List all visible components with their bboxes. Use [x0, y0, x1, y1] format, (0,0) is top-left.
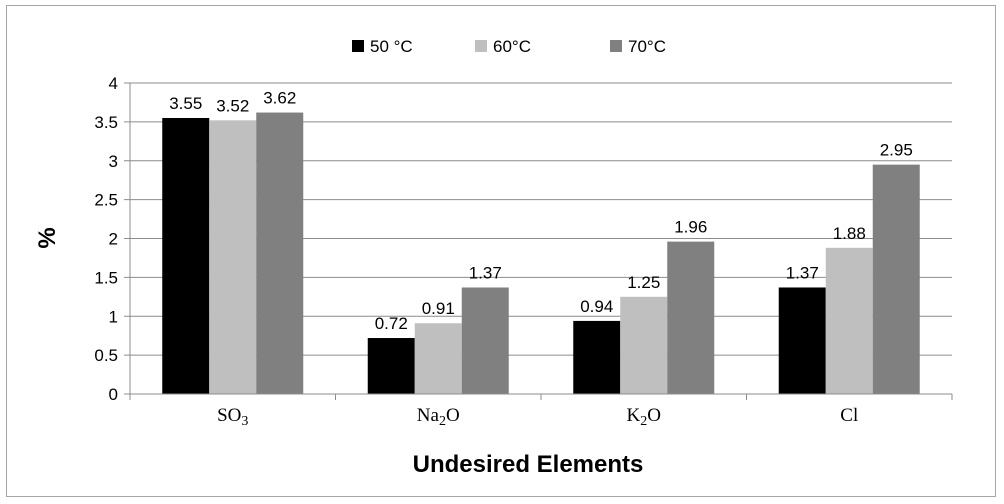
- x-tick-label: SO3: [217, 405, 248, 429]
- y-axis-title: %: [34, 227, 61, 248]
- bar: [209, 120, 257, 394]
- bars: [162, 112, 920, 395]
- bar: [872, 164, 920, 394]
- y-tick-label: 0.5: [94, 346, 118, 365]
- bar: [778, 287, 826, 394]
- x-tick-label: Cl: [840, 405, 858, 426]
- bar: [367, 338, 415, 394]
- axes: 0 0.5 1 1.5 2 2.5 3 3.5 4 SO3 Na2O K2O Cl: [94, 74, 953, 429]
- bar: [414, 323, 462, 394]
- data-label: 1.25: [627, 273, 660, 292]
- y-tick-label: 1: [109, 307, 118, 326]
- data-label: 0.94: [580, 297, 613, 316]
- data-label: 1.37: [469, 263, 502, 282]
- data-label: 0.72: [375, 314, 408, 333]
- bar: [256, 112, 304, 395]
- x-axis-title: Undesired Elements: [413, 451, 644, 478]
- bar: [573, 320, 621, 394]
- data-label: 1.37: [786, 263, 819, 282]
- legend-swatch: [352, 40, 364, 52]
- y-tick-label: 0: [109, 385, 118, 404]
- bar: [162, 117, 210, 395]
- y-tick-label: 2.5: [94, 191, 118, 210]
- data-label: 3.55: [169, 94, 202, 113]
- data-labels: 3.55 3.52 3.62 0.72 0.91 1.37 0.94 1.25 1.96 1.37…: [169, 89, 913, 333]
- y-tick-label: 4: [109, 74, 118, 93]
- data-label: 3.52: [216, 96, 249, 115]
- legend-swatch: [475, 40, 487, 52]
- y-tick-label: 3: [109, 152, 118, 171]
- y-tick-label: 3.5: [94, 113, 118, 132]
- legend-entry: 60°C: [493, 37, 531, 56]
- legend: 50 °C 60°C 70°C: [352, 37, 666, 56]
- bar: [620, 296, 668, 394]
- data-label: 0.91: [422, 299, 455, 318]
- x-tick-label: K2O: [627, 405, 661, 429]
- legend-entry: 50 °C: [370, 37, 413, 56]
- data-label: 1.88: [833, 224, 866, 243]
- data-label: 3.62: [263, 89, 296, 108]
- legend-swatch: [610, 40, 622, 52]
- bar: [667, 241, 715, 394]
- y-tick-label: 2: [109, 230, 118, 249]
- data-label: 2.95: [880, 141, 913, 160]
- x-tick-label: Na2O: [417, 405, 460, 429]
- data-label: 1.96: [674, 218, 707, 237]
- bar: [825, 247, 873, 394]
- y-tick-label: 1.5: [94, 268, 118, 287]
- bar: [461, 287, 509, 394]
- legend-entry: 70°C: [628, 37, 666, 56]
